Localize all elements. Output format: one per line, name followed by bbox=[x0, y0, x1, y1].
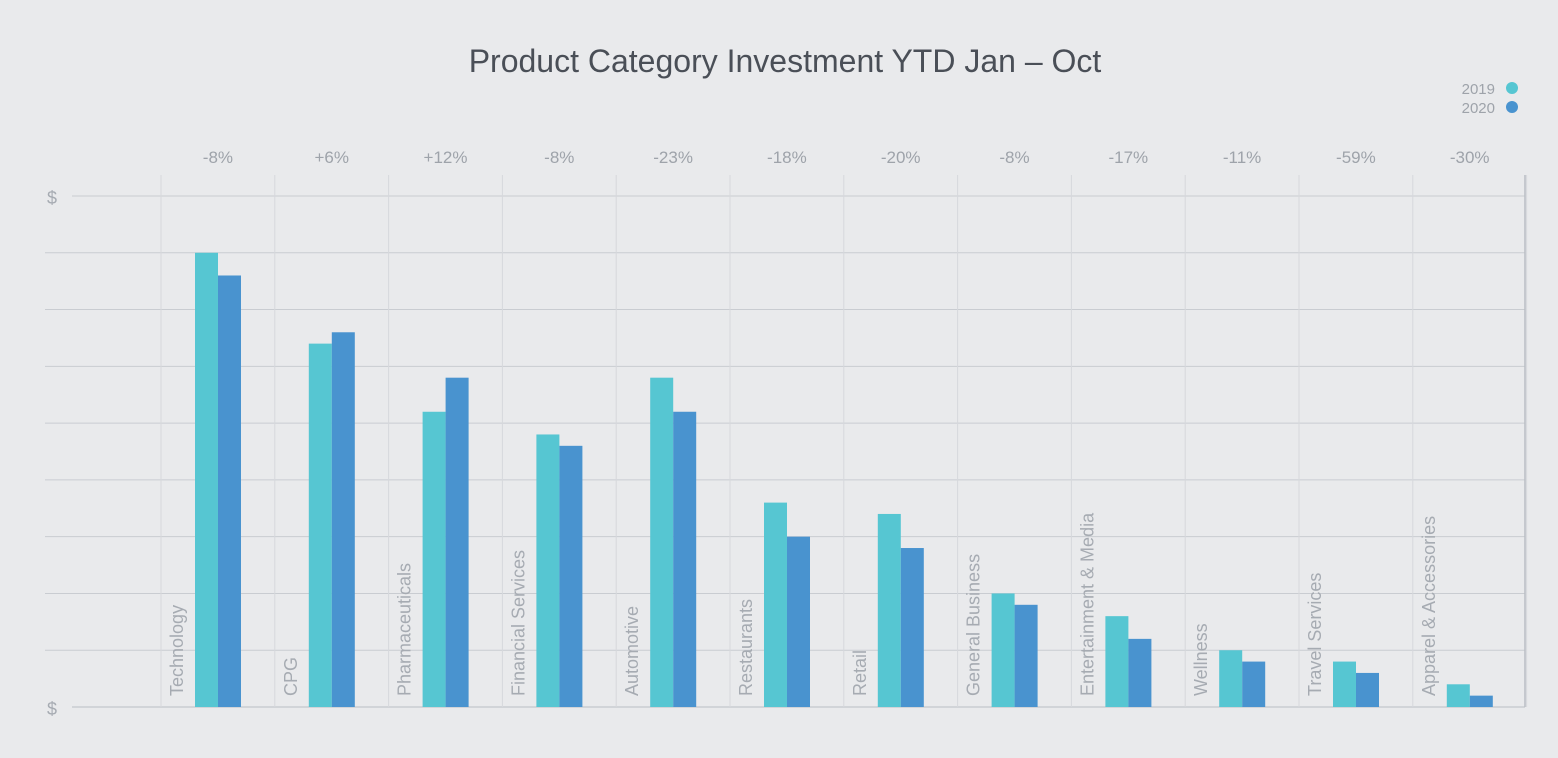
change-label-2: +12% bbox=[424, 148, 468, 167]
bar-2019-0 bbox=[195, 252, 218, 707]
bar-2020-8 bbox=[1128, 638, 1152, 707]
category-label-1: CPG bbox=[281, 657, 301, 696]
bar-2020-9 bbox=[1242, 661, 1266, 707]
bar-2019-8 bbox=[1105, 616, 1129, 707]
bar-2020-10 bbox=[1356, 672, 1379, 707]
y-axis-top-label: $ bbox=[47, 188, 57, 208]
category-label-10: Travel Services bbox=[1305, 573, 1325, 696]
y-axis-bottom-label: $ bbox=[47, 699, 57, 719]
bar-2019-6 bbox=[877, 513, 901, 707]
category-label-5: Restaurants bbox=[736, 599, 756, 696]
change-label-11: -30% bbox=[1450, 148, 1490, 167]
change-label-8: -17% bbox=[1108, 148, 1148, 167]
bar-2020-5 bbox=[787, 536, 810, 707]
category-label-7: General Business bbox=[964, 554, 984, 696]
bar-2020-2 bbox=[445, 377, 469, 707]
change-label-9: -11% bbox=[1223, 148, 1261, 167]
category-label-6: Retail bbox=[850, 650, 870, 696]
bar-2020-6 bbox=[900, 548, 924, 707]
category-label-3: Financial Services bbox=[508, 550, 528, 696]
bar-2019-7 bbox=[991, 593, 1015, 707]
bar-2020-7 bbox=[1014, 604, 1038, 707]
legend-label-2019: 2019 bbox=[1462, 81, 1495, 98]
change-label-4: -23% bbox=[653, 148, 693, 167]
change-label-6: -20% bbox=[881, 148, 921, 167]
bar-2020-0 bbox=[218, 275, 241, 707]
bar-2019-1 bbox=[308, 343, 332, 707]
bar-2020-1 bbox=[331, 332, 355, 707]
change-label-7: -8% bbox=[999, 148, 1029, 167]
bar-2019-9 bbox=[1219, 650, 1243, 707]
category-label-4: Automotive bbox=[622, 606, 642, 696]
chart-title: Product Category Investment YTD Jan – Oc… bbox=[469, 43, 1102, 79]
change-label-3: -8% bbox=[544, 148, 574, 167]
legend: 2019 2020 bbox=[1462, 81, 1518, 117]
bar-2020-3 bbox=[559, 445, 583, 707]
legend-swatch-2020 bbox=[1506, 101, 1518, 113]
category-label-0: Technology bbox=[167, 605, 187, 696]
bar-2019-2 bbox=[422, 411, 446, 707]
bar-2020-4 bbox=[673, 411, 697, 707]
change-label-0: -8% bbox=[203, 148, 233, 167]
bar-2019-10 bbox=[1333, 661, 1356, 707]
category-label-8: Entertainment & Media bbox=[1077, 512, 1097, 696]
category-label-11: Apparel & Accessories bbox=[1419, 516, 1439, 696]
bar-2019-11 bbox=[1446, 684, 1470, 707]
bar-2019-3 bbox=[536, 434, 560, 707]
change-label-10: -59% bbox=[1336, 148, 1376, 167]
bar-2019-4 bbox=[650, 377, 674, 707]
change-label-5: -18% bbox=[767, 148, 807, 167]
bar-2020-11 bbox=[1469, 695, 1493, 707]
category-label-9: Wellness bbox=[1191, 623, 1211, 696]
legend-label-2020: 2020 bbox=[1462, 100, 1495, 117]
change-label-1: +6% bbox=[314, 148, 349, 167]
bar-2019-5 bbox=[764, 502, 787, 707]
legend-swatch-2019 bbox=[1506, 82, 1518, 94]
category-label-2: Pharmaceuticals bbox=[395, 563, 415, 696]
